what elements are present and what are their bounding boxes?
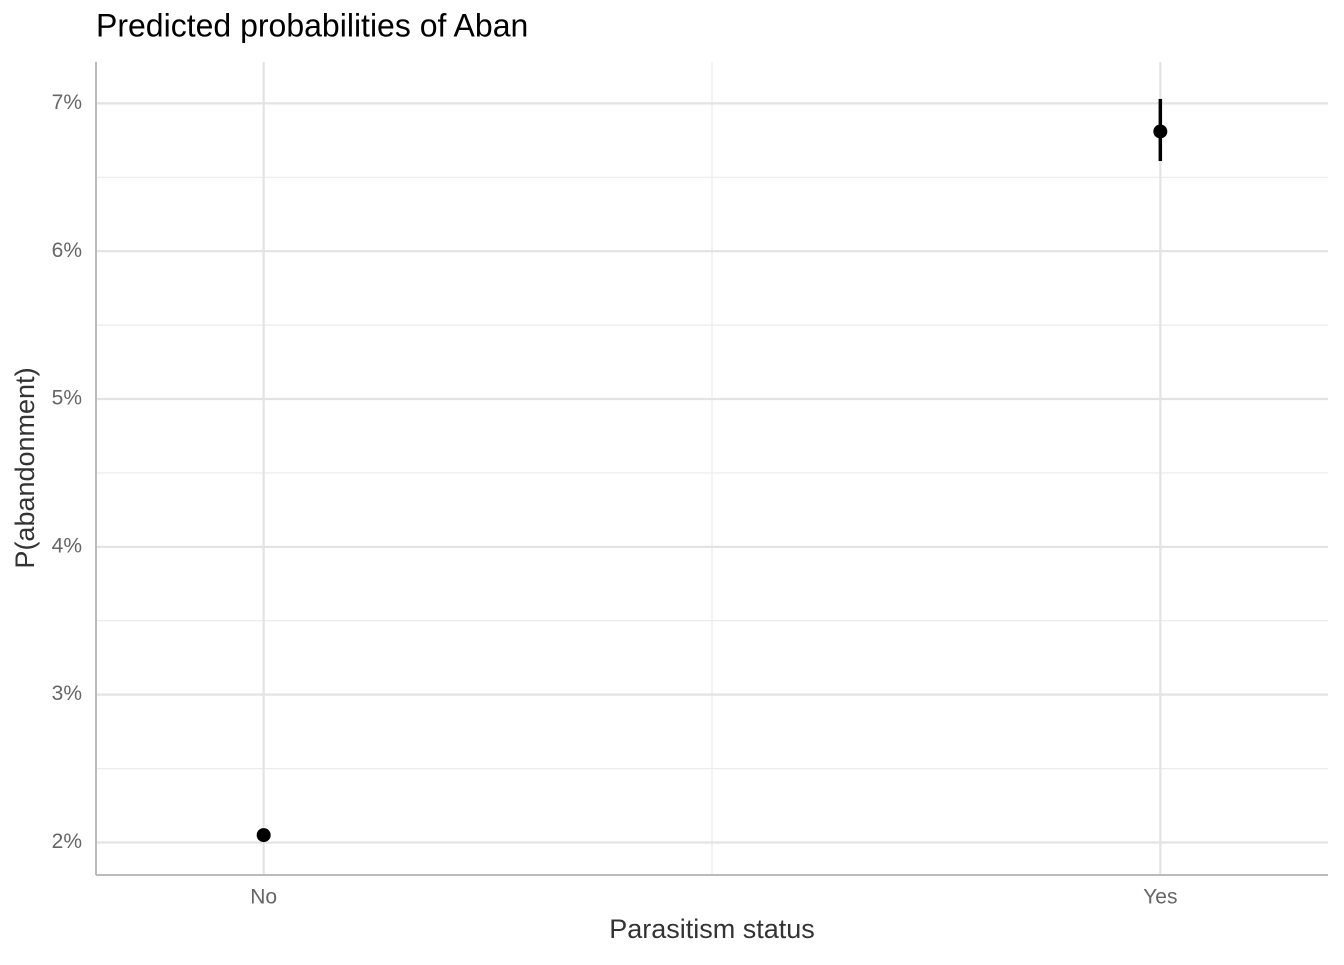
chart-title: Predicted probabilities of Aban <box>96 7 528 43</box>
point <box>256 828 271 843</box>
x-tick-label: Yes <box>1143 886 1177 909</box>
x-tick-label: No <box>250 886 277 909</box>
y-tick-label: 3% <box>52 682 82 705</box>
x-axis-title: Parasitism status <box>609 914 815 944</box>
y-axis-title: P(abandonment) <box>10 367 40 568</box>
y-tick-label: 6% <box>52 239 82 262</box>
y-tick-label: 2% <box>52 830 82 853</box>
y-tick-label: 7% <box>52 91 82 114</box>
y-tick-label: 4% <box>52 534 82 557</box>
point <box>1153 124 1168 139</box>
y-tick-label: 5% <box>52 387 82 410</box>
